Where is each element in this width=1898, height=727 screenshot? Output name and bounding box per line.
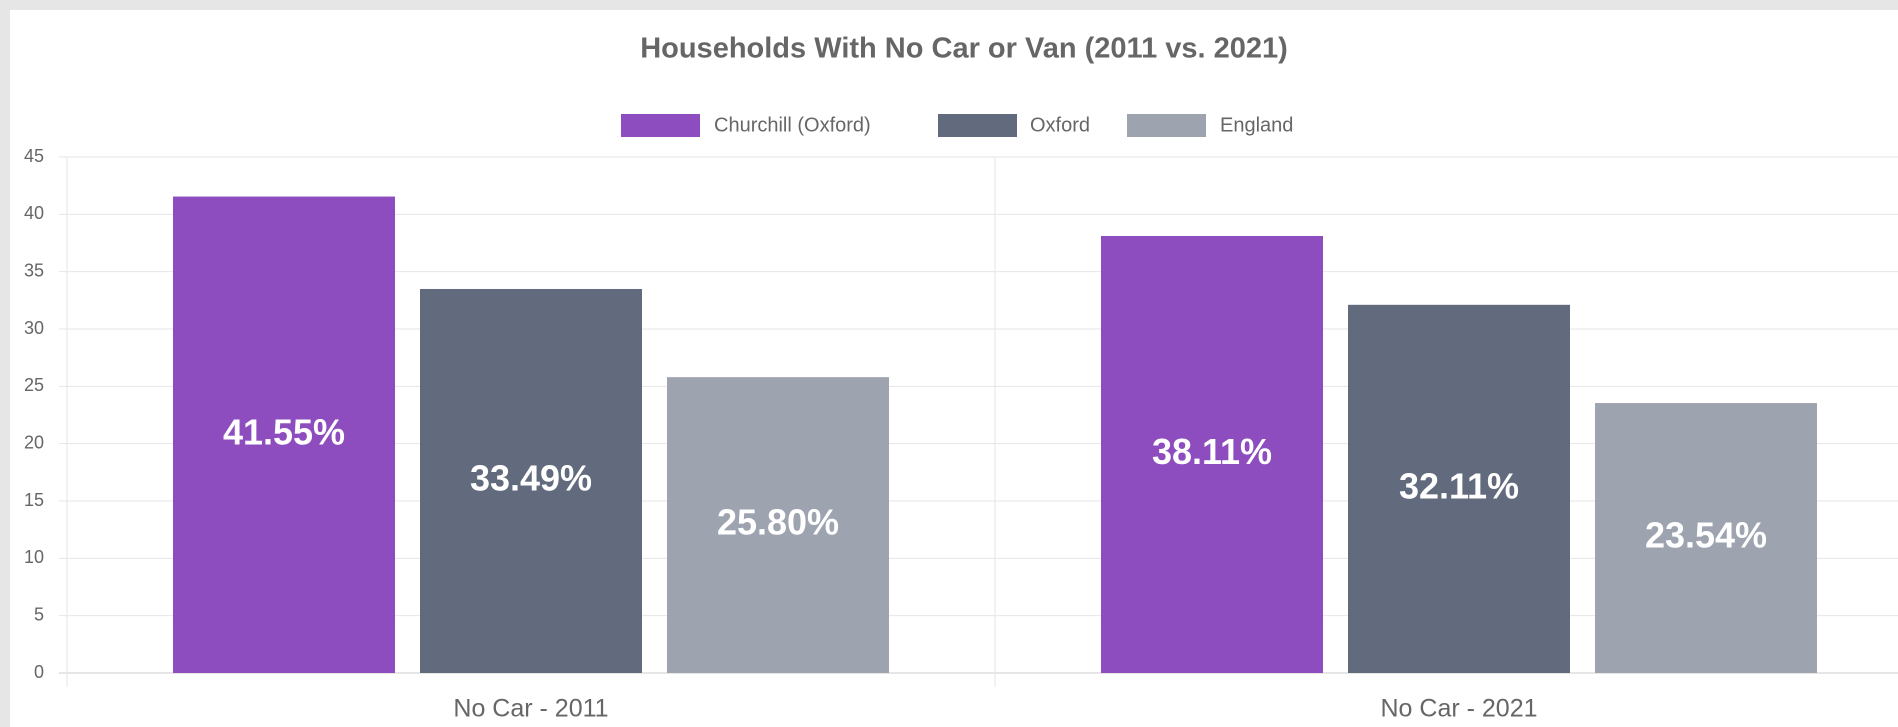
y-tick-label: 20: [24, 432, 44, 452]
x-tick-label: No Car - 2021: [1380, 695, 1537, 723]
legend-swatch: [938, 114, 1017, 137]
data-label: 41.55%: [223, 411, 345, 452]
bar: [420, 288, 642, 673]
data-label: 25.80%: [717, 502, 839, 543]
legend-label: Churchill (Oxford): [714, 114, 871, 136]
legend-label: Oxford: [1030, 114, 1090, 136]
y-tick-label: 25: [24, 375, 44, 395]
bar: [1101, 236, 1323, 673]
bar: [1595, 403, 1817, 673]
x-tick-label: No Car - 2011: [453, 695, 608, 723]
y-tick-label: 15: [24, 490, 44, 510]
data-label: 33.49%: [470, 458, 592, 499]
y-tick-label: 35: [24, 260, 44, 280]
legend-swatch: [1127, 114, 1206, 137]
chart-title: Households With No Car or Van (2011 vs. …: [640, 33, 1288, 65]
left-frame: [0, 0, 10, 727]
data-label: 38.11%: [1152, 431, 1272, 472]
data-label: 32.11%: [1399, 465, 1519, 506]
legend-label: England: [1220, 114, 1293, 136]
legend-swatch: [621, 114, 700, 137]
y-tick-label: 5: [34, 604, 44, 624]
bar: [173, 196, 395, 673]
bar: [667, 377, 889, 673]
data-label: 23.54%: [1645, 515, 1767, 556]
y-tick-label: 30: [24, 318, 44, 338]
top-frame: [0, 0, 1898, 10]
bar: [1348, 304, 1570, 673]
y-tick-label: 40: [24, 203, 44, 223]
y-tick-label: 45: [24, 146, 44, 166]
y-tick-label: 0: [34, 662, 44, 682]
y-tick-label: 10: [24, 547, 44, 567]
